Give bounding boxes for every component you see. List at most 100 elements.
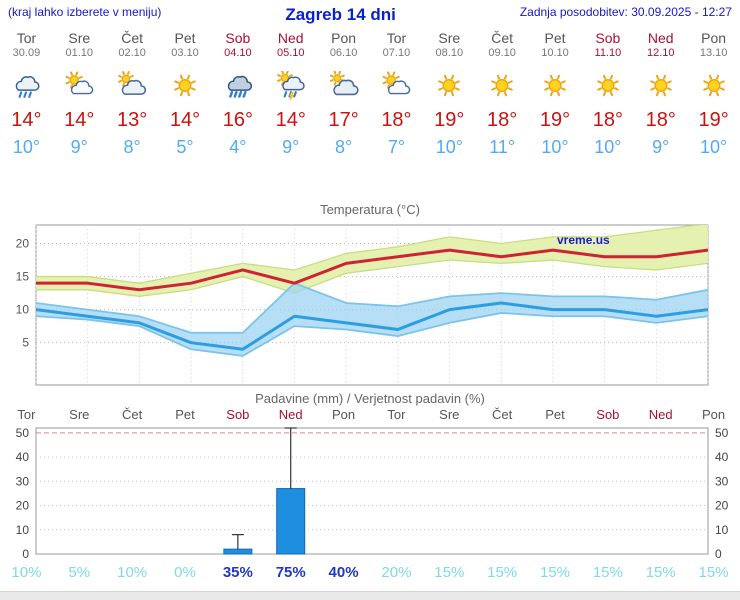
day-column: Pet 03.10 14° 5° bbox=[159, 30, 212, 158]
day-icon-cell bbox=[211, 66, 264, 104]
day-date: 08.10 bbox=[435, 47, 464, 59]
day-max-temp: 19° bbox=[434, 109, 465, 131]
precip-probability: 10% bbox=[11, 564, 41, 581]
day-max-temp: 13° bbox=[117, 109, 148, 131]
day-icon-cell bbox=[53, 66, 106, 104]
day-min-temp: 10° bbox=[12, 137, 41, 157]
day-name: Pon bbox=[701, 30, 727, 46]
day-date: 04.10 bbox=[224, 47, 252, 59]
precip-probability: 15% bbox=[646, 564, 676, 581]
precip-y-tick-left: 20 bbox=[16, 499, 30, 513]
day-icon-cell bbox=[264, 66, 317, 104]
day-column: Tor 30.09 14° 10° bbox=[0, 30, 53, 158]
day-max-temp: 18° bbox=[381, 109, 412, 131]
page-title: Zagreb 14 dni bbox=[285, 5, 396, 24]
day-name: Pet bbox=[544, 30, 566, 46]
horizontal-scrollbar[interactable] bbox=[0, 591, 740, 600]
precip-probability: 20% bbox=[381, 564, 411, 581]
day-icon-cell bbox=[529, 66, 582, 104]
day-min-temp: 8° bbox=[334, 137, 353, 157]
day-max-temp: 14° bbox=[64, 109, 95, 131]
precip-bar bbox=[223, 548, 253, 555]
precipitation-chart-wrap: Tor Sre Čet Pet Sob Ned Pon Tor Sre Čet Pet Sob Ned P… bbox=[0, 406, 740, 582]
day-date: 10.10 bbox=[541, 47, 569, 59]
day-max-temp: 18° bbox=[487, 109, 518, 131]
day-max-temp: 14° bbox=[275, 109, 306, 131]
day-date: 09.10 bbox=[488, 47, 516, 59]
day-date: 05.10 bbox=[276, 47, 305, 59]
menu-hint-text: (kraj lahko izberete v meniju) bbox=[8, 5, 162, 19]
temperature-chart: 5 10 15 20 bbox=[16, 224, 709, 386]
precip-y-tick-right: 20 bbox=[715, 499, 729, 513]
day-icon-cell bbox=[0, 66, 53, 104]
day-name: Sre bbox=[68, 30, 91, 46]
day-max-temp: 17° bbox=[328, 109, 359, 131]
day-max-temp: 14° bbox=[169, 109, 201, 131]
precip-day-label: Sob bbox=[596, 407, 619, 422]
precip-y-tick-right: 50 bbox=[715, 426, 729, 440]
day-name: Čet bbox=[121, 30, 144, 46]
day-icon-cell bbox=[687, 66, 740, 104]
day-column: Čet 09.10 18° 11° bbox=[476, 30, 529, 158]
day-min-temp: 10° bbox=[435, 137, 463, 157]
day-max-temp: 19° bbox=[539, 109, 571, 131]
day-name: Sob bbox=[225, 30, 251, 46]
min-temp-line bbox=[36, 301, 708, 351]
day-name: Tor bbox=[16, 30, 37, 46]
day-column: Tor 07.10 18° 7° bbox=[370, 30, 423, 158]
day-min-temp: 10° bbox=[699, 137, 728, 157]
precip-probability: 40% bbox=[329, 564, 359, 581]
precip-probability: 5% bbox=[68, 564, 90, 581]
sunny-weather-icon bbox=[544, 74, 566, 96]
precip-probability: 75% bbox=[276, 564, 306, 581]
day-date: 01.10 bbox=[65, 47, 94, 59]
precip-day-label: Sre bbox=[439, 407, 459, 422]
day-min-temp: 10° bbox=[594, 137, 622, 157]
precip-day-label: Pon bbox=[332, 407, 355, 422]
precip-bar bbox=[276, 488, 306, 555]
sunny-weather-icon bbox=[649, 74, 672, 96]
min-temp-band bbox=[36, 283, 708, 356]
sunny-weather-icon bbox=[491, 74, 513, 96]
precip-probability: 15% bbox=[699, 564, 729, 581]
day-column: Ned 05.10 14° 9° bbox=[264, 30, 317, 158]
partly-weather-icon bbox=[383, 70, 411, 94]
day-min-temp: 7° bbox=[387, 137, 406, 157]
watermark-text: vreme.us bbox=[557, 233, 610, 247]
sunny-weather-icon bbox=[438, 74, 461, 96]
precip-y-tick-right: 0 bbox=[715, 547, 722, 561]
precip-probability: 15% bbox=[487, 564, 517, 581]
precip-day-label: Pet bbox=[175, 407, 195, 422]
day-column: Pon 06.10 17° 8° bbox=[317, 30, 370, 158]
sunny-weather-icon bbox=[174, 74, 196, 96]
day-max-temp: 16° bbox=[222, 109, 253, 131]
day-column: Sre 08.10 19° 10° bbox=[423, 30, 476, 158]
temp-y-tick-label: 15 bbox=[16, 270, 30, 284]
day-max-temp: 18° bbox=[645, 109, 676, 131]
day-min-temp: 5° bbox=[176, 137, 194, 157]
last-update-text: Zadnja posodobitev: 30.09.2025 - 12:27 bbox=[519, 5, 732, 19]
day-date: 12.10 bbox=[646, 47, 675, 59]
temp-y-tick-label: 5 bbox=[22, 336, 29, 350]
day-min-temp: 4° bbox=[229, 137, 247, 157]
day-date: 06.10 bbox=[329, 47, 358, 59]
day-column: Sob 04.10 16° 4° bbox=[211, 30, 264, 158]
day-date: 13.10 bbox=[699, 47, 728, 59]
day-column: Sob 11.10 18° 10° bbox=[581, 30, 634, 158]
precip-y-tick-right: 30 bbox=[715, 474, 729, 488]
day-min-temp: 9° bbox=[70, 137, 88, 157]
precip-day-label: Pon bbox=[702, 407, 725, 422]
day-icon-cell bbox=[317, 66, 370, 104]
precip-probability: 15% bbox=[540, 564, 570, 581]
heavy-rain-weather-icon bbox=[227, 75, 252, 98]
day-date: 02.10 bbox=[118, 47, 146, 59]
day-name: Pon bbox=[331, 30, 357, 46]
precip-day-label: Ned bbox=[649, 407, 673, 422]
sunny-weather-icon bbox=[702, 74, 725, 96]
day-icon-cell bbox=[106, 66, 159, 104]
precip-y-tick-right: 10 bbox=[715, 523, 729, 537]
day-min-temp: 9° bbox=[282, 137, 300, 157]
sunny-weather-icon bbox=[597, 74, 619, 96]
day-min-temp: 9° bbox=[652, 137, 670, 157]
cloudy-weather-icon bbox=[329, 70, 359, 95]
